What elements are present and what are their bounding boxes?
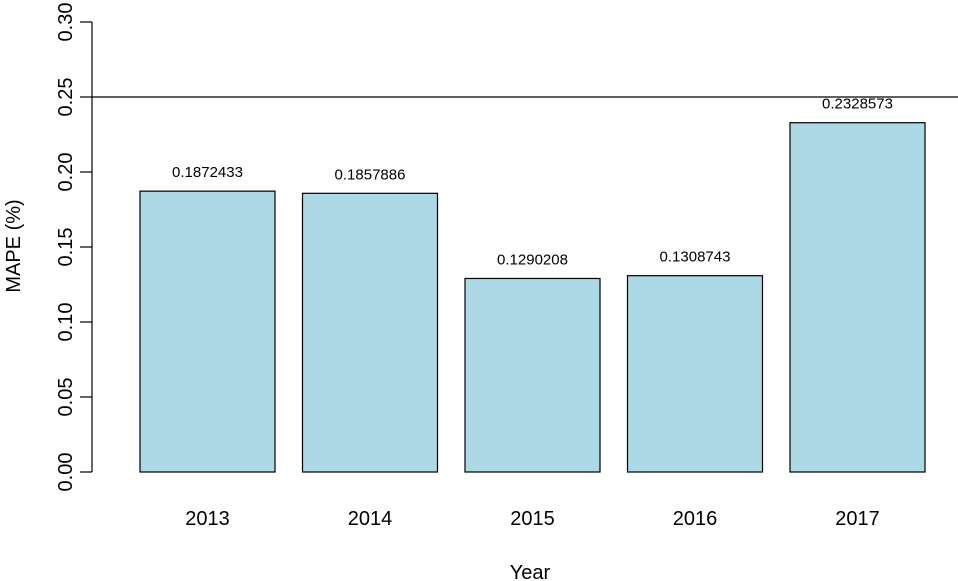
bar — [789, 122, 926, 473]
y-tick-label: 0.00 — [55, 453, 77, 492]
x-tick-label: 2015 — [510, 508, 555, 530]
x-tick-label: 2013 — [185, 508, 230, 530]
y-axis: 0.00 0.05 0.10 0.15 0.20 0.25 0.30 — [55, 3, 93, 492]
x-tick-labels: 2013 2014 2015 2016 2017 — [185, 508, 880, 530]
y-tick-label: 0.15 — [55, 228, 77, 267]
y-tick-label: 0.05 — [55, 378, 77, 417]
x-tick-label: 2014 — [348, 508, 393, 530]
bar — [464, 277, 601, 473]
bar-value-label: 0.2328573 — [822, 96, 893, 113]
bar-value-label: 0.1872433 — [172, 164, 243, 181]
bar-value-label: 0.1857886 — [335, 166, 406, 183]
bar-value-labels: 0.1872433 0.1857886 0.1290208 0.1308743 0.23… — [172, 96, 893, 269]
bar — [626, 275, 764, 473]
bar — [139, 190, 276, 473]
y-tick-label: 0.10 — [55, 303, 77, 342]
bar-value-label: 0.1308743 — [660, 249, 731, 266]
x-tick-label: 2017 — [835, 508, 880, 530]
y-tick-label: 0.30 — [55, 3, 77, 42]
x-tick-label: 2016 — [673, 508, 718, 530]
bar — [301, 192, 439, 473]
bar-value-label: 0.1290208 — [497, 251, 568, 268]
y-axis-title: MAPE (%) — [3, 199, 25, 292]
y-tick-label: 0.25 — [55, 78, 77, 117]
y-tick-label: 0.20 — [55, 153, 77, 192]
x-axis-title: Year — [510, 562, 551, 581]
bars — [139, 122, 926, 473]
